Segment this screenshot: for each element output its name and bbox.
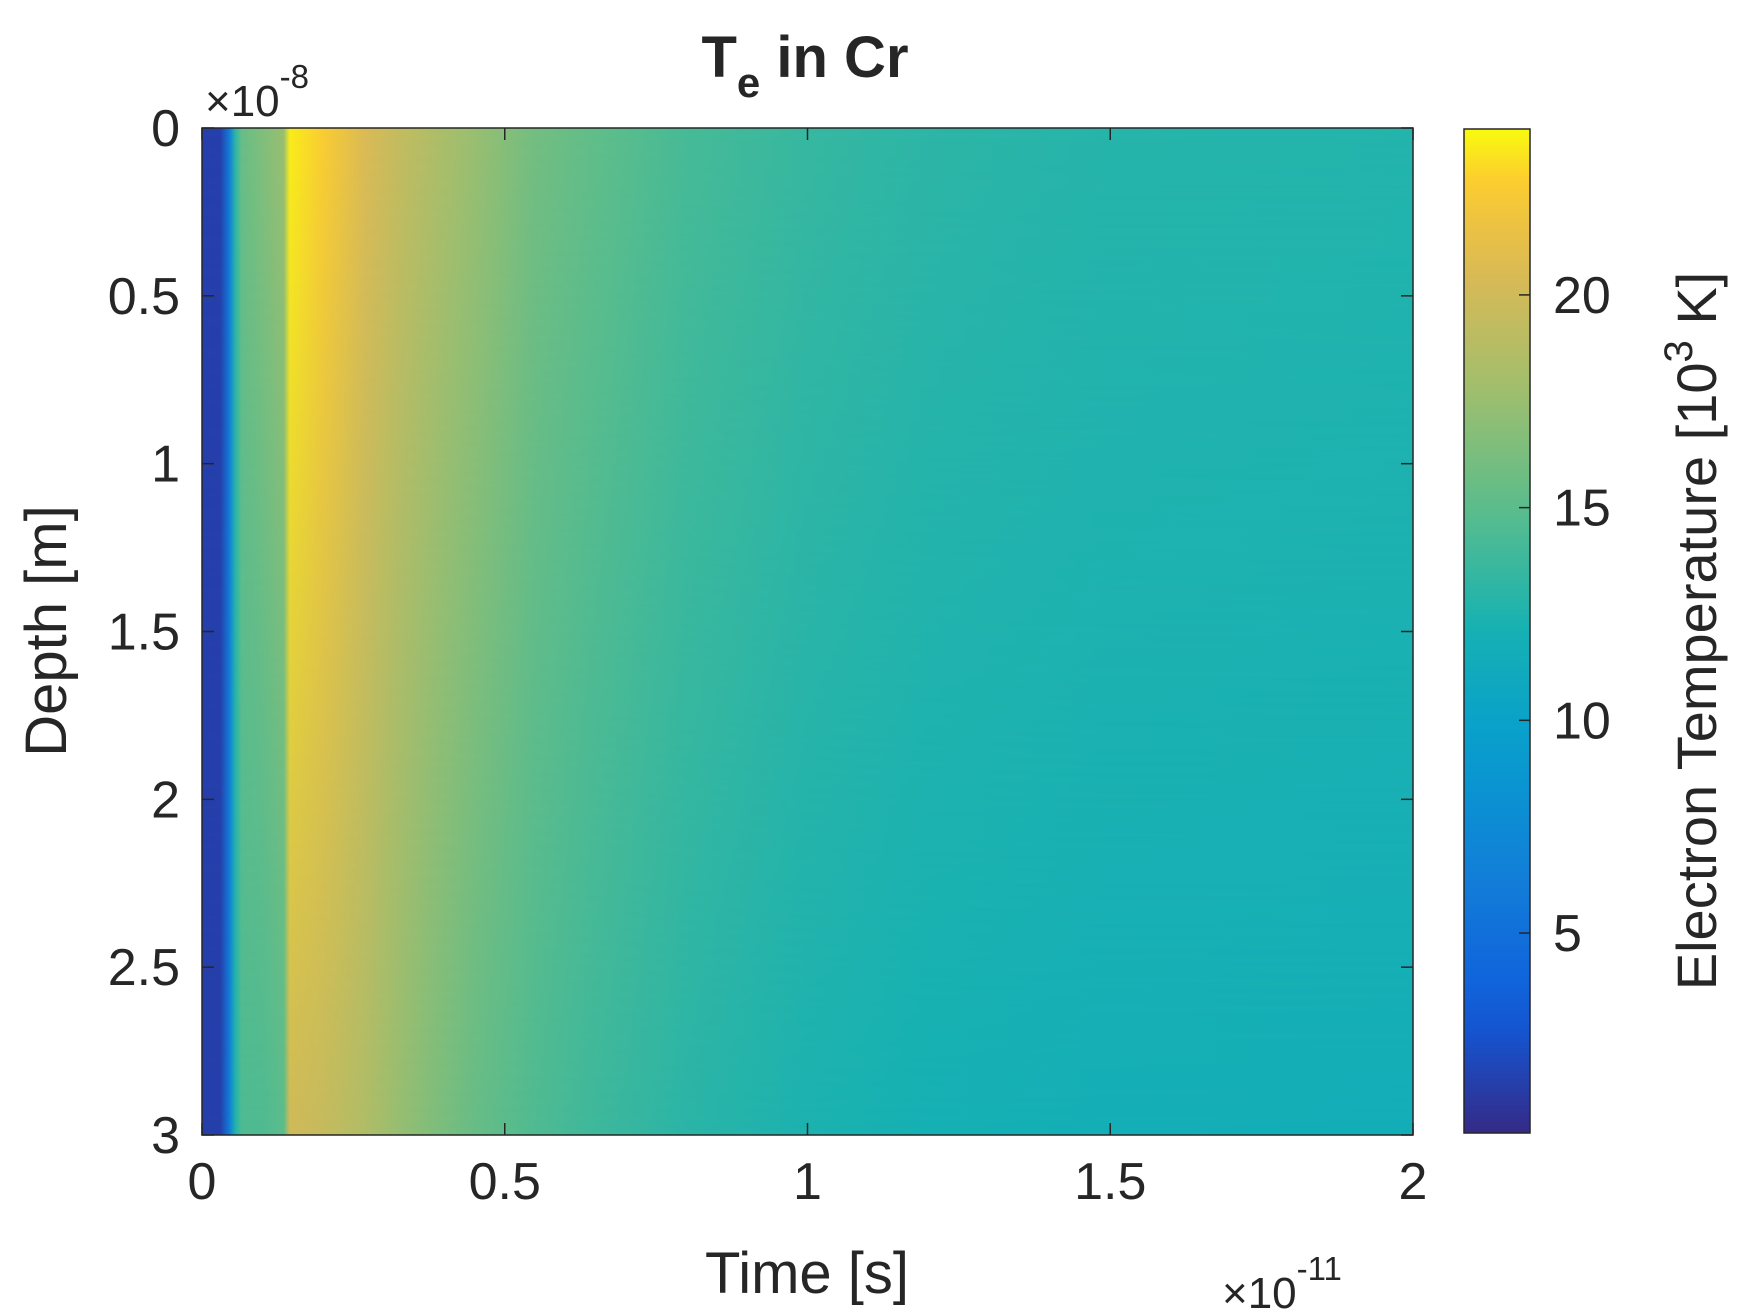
y-axis-exponent: ×10-8 <box>205 58 309 126</box>
colorbar-tick-label: 5 <box>1553 905 1582 963</box>
x-tick-label: 2 <box>1399 1153 1428 1211</box>
colorbar-tick-label: 20 <box>1553 267 1611 325</box>
chart-title: Te in Cr <box>701 25 908 106</box>
heatmap-surface-layer <box>202 128 1413 1135</box>
colorbar: 5 10 15 20 <box>1463 128 1611 1134</box>
colorbar-label: Electron Temperature [103 K] <box>1657 272 1728 990</box>
y-axis-label: Depth [m] <box>14 505 79 756</box>
y-tick-label: 3 <box>151 1107 180 1165</box>
colorbar-frame <box>1463 128 1531 1134</box>
x-axis: 0 0.5 1 1.5 2 <box>188 128 1428 1211</box>
colorbar-tick-label: 10 <box>1553 692 1611 750</box>
x-axis-exponent: ×10-11 <box>1222 1250 1342 1313</box>
y-tick-label: 1 <box>151 436 180 494</box>
x-tick-label: 1.5 <box>1074 1153 1146 1211</box>
y-tick-label: 0.5 <box>108 268 180 326</box>
plot-area <box>201 127 1414 1136</box>
y-axis: 0 0.5 1 1.5 2 2.5 3 <box>108 100 1413 1165</box>
x-axis-label: Time [s] <box>705 1241 909 1306</box>
y-tick-label: 2.5 <box>108 939 180 997</box>
x-tick-label: 0 <box>188 1153 217 1211</box>
y-tick-label: 0 <box>151 100 180 158</box>
x-tick-label: 1 <box>793 1153 822 1211</box>
y-tick-label: 2 <box>151 771 180 829</box>
x-tick-label: 0.5 <box>469 1153 541 1211</box>
colorbar-tick-label: 15 <box>1553 480 1611 538</box>
y-tick-label: 1.5 <box>108 604 180 662</box>
colorbar-gradient <box>1464 129 1530 1133</box>
